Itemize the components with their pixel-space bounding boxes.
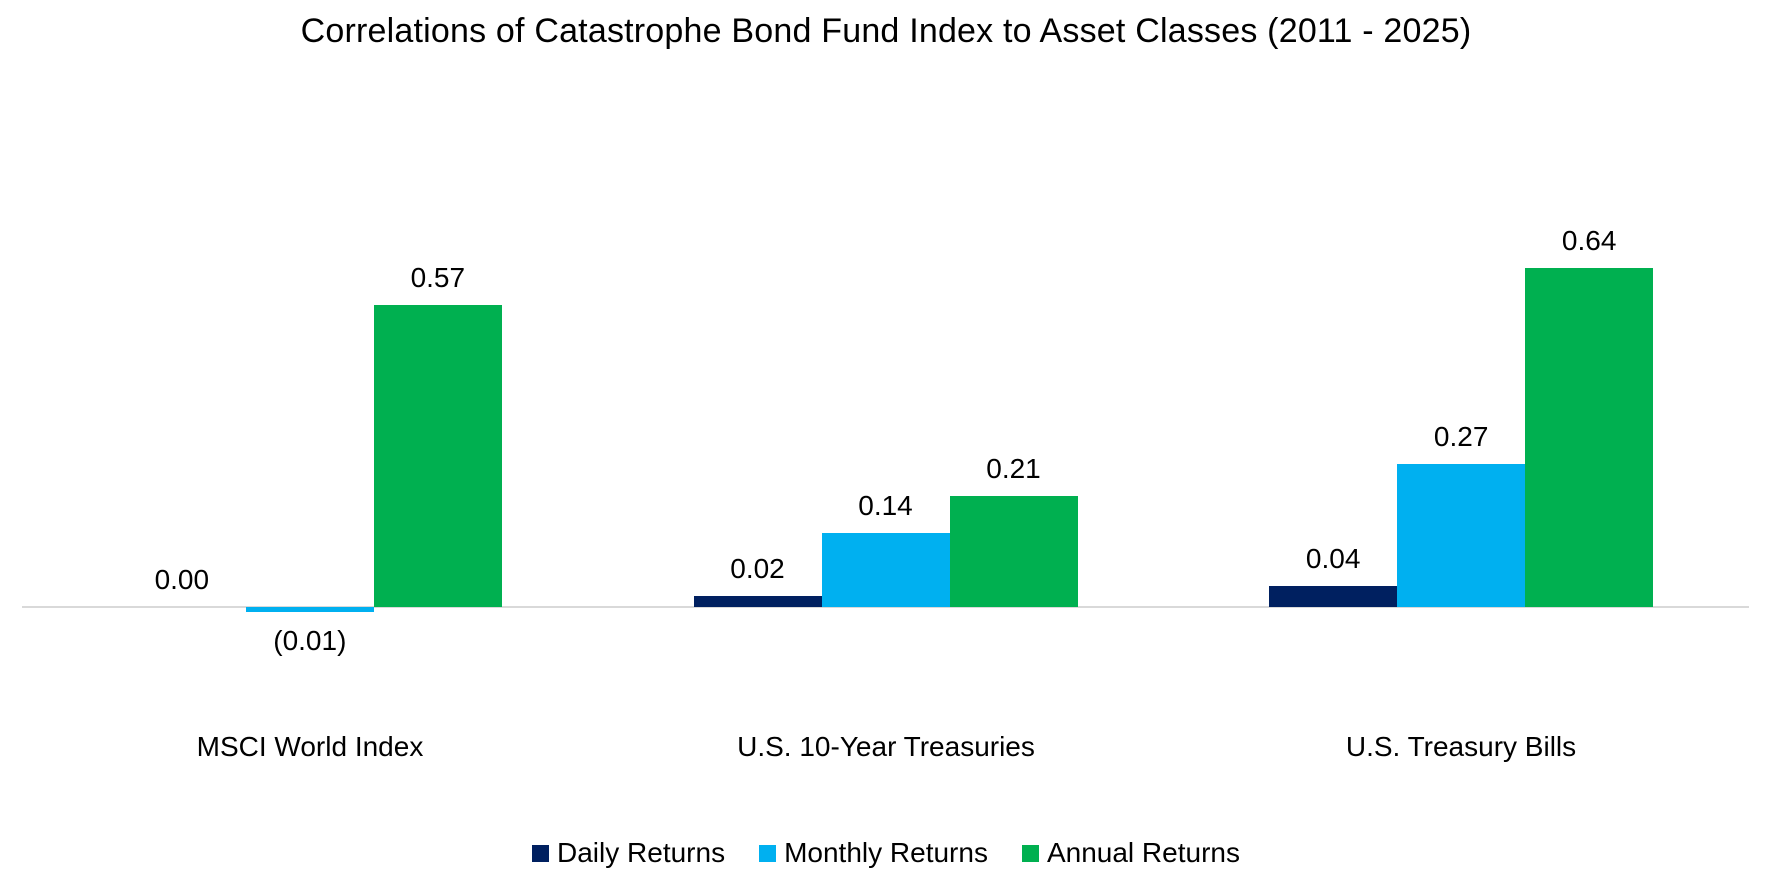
data-label-annual-returns-u-s-10-year-treasuries: 0.21 bbox=[986, 452, 1041, 484]
data-label-daily-returns-u-s-10-year-treasuries: 0.02 bbox=[730, 553, 785, 585]
legend-swatch-annual-returns-icon bbox=[1021, 844, 1039, 862]
data-label-annual-returns-u-s-treasury-bills: 0.64 bbox=[1561, 224, 1617, 256]
bar-daily-returns-u-s-treasury-bills bbox=[1269, 585, 1398, 607]
category-label-msci-world-index: MSCI World Index bbox=[196, 731, 424, 762]
bar-annual-returns-msci-world-index bbox=[373, 304, 502, 607]
bar-monthly-returns-msci-world-index bbox=[245, 607, 374, 613]
legend-item-annual-returns: Annual Returns bbox=[1021, 837, 1240, 869]
legend-swatch-monthly-returns-icon bbox=[759, 844, 777, 862]
data-label-monthly-returns-u-s-treasury-bills: 0.27 bbox=[1433, 420, 1489, 452]
x-axis-line bbox=[22, 606, 1749, 608]
category-label-us-10-year-treasuries: U.S. 10-Year Treasuries bbox=[737, 731, 1035, 762]
bar-annual-returns-u-s-treasury-bills bbox=[1525, 267, 1654, 607]
bar-annual-returns-u-s-10-year-treasuries bbox=[949, 495, 1078, 607]
data-label-monthly-returns-msci-world-index: (0.01) bbox=[273, 625, 347, 657]
legend-label-monthly-returns: Monthly Returns bbox=[784, 837, 988, 868]
bar-monthly-returns-u-s-treasury-bills bbox=[1397, 463, 1526, 607]
data-label-daily-returns-u-s-treasury-bills: 0.04 bbox=[1305, 542, 1361, 574]
legend-item-monthly-returns: Monthly Returns bbox=[759, 837, 988, 869]
legend-label-annual-returns: Annual Returns bbox=[1046, 837, 1240, 868]
chart-title: Correlations of Catastrophe Bond Fund In… bbox=[300, 12, 1472, 50]
legend: Daily Returns Monthly Returns Annual Ret… bbox=[0, 837, 1772, 869]
legend-item-daily-returns: Daily Returns bbox=[532, 837, 725, 869]
data-label-monthly-returns-u-s-10-year-treasuries: 0.14 bbox=[858, 489, 913, 521]
bar-daily-returns-u-s-10-year-treasuries bbox=[693, 596, 822, 607]
legend-swatch-daily-returns-icon bbox=[532, 844, 550, 862]
bar-monthly-returns-u-s-10-year-treasuries bbox=[821, 532, 950, 607]
category-label-us-treasury-bills: U.S. Treasury Bills bbox=[1345, 731, 1577, 762]
legend-label-daily-returns: Daily Returns bbox=[557, 837, 726, 868]
data-label-annual-returns-msci-world-index: 0.57 bbox=[410, 261, 466, 293]
data-label-daily-returns-msci-world-index: 0.00 bbox=[154, 564, 210, 595]
